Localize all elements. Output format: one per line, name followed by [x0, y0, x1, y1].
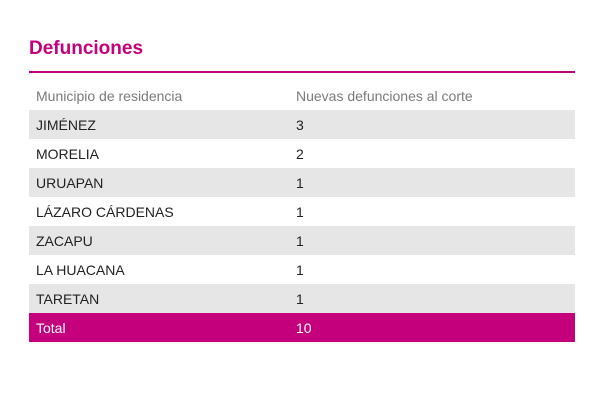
municipality-cell: LA HUACANA [29, 255, 289, 284]
municipality-cell: MORELIA [29, 139, 289, 168]
table-row: MORELIA 2 [29, 139, 575, 168]
card-title: Defunciones [29, 38, 144, 59]
municipality-cell: URUAPAN [29, 168, 289, 197]
table-row: LA HUACANA 1 [29, 255, 575, 284]
municipality-cell: TARETAN [29, 284, 289, 313]
municipality-cell: ZACAPU [29, 226, 289, 255]
table-row: ZACAPU 1 [29, 226, 575, 255]
deaths-cell: 2 [289, 139, 575, 168]
table-header-row: Municipio de residencia Nuevas defuncion… [29, 82, 575, 110]
column-header-municipality: Municipio de residencia [36, 88, 183, 104]
deaths-card: Defunciones Municipio de residencia Nuev… [29, 38, 575, 342]
title-divider [29, 71, 575, 73]
deaths-cell: 3 [289, 110, 575, 139]
total-value: 10 [289, 313, 575, 342]
table-row: JIMÉNEZ 3 [29, 110, 575, 139]
deaths-table: Municipio de residencia Nuevas defuncion… [29, 82, 575, 342]
total-label: Total [29, 313, 289, 342]
table-row: TARETAN 1 [29, 284, 575, 313]
deaths-cell: 1 [289, 197, 575, 226]
deaths-cell: 1 [289, 226, 575, 255]
deaths-cell: 1 [289, 255, 575, 284]
deaths-cell: 1 [289, 284, 575, 313]
total-row: Total 10 [29, 313, 575, 342]
table-row: URUAPAN 1 [29, 168, 575, 197]
column-header-new-deaths: Nuevas defunciones al corte [296, 88, 473, 104]
municipality-cell: JIMÉNEZ [29, 110, 289, 139]
municipality-cell: LÁZARO CÁRDENAS [29, 197, 289, 226]
table-row: LÁZARO CÁRDENAS 1 [29, 197, 575, 226]
deaths-cell: 1 [289, 168, 575, 197]
